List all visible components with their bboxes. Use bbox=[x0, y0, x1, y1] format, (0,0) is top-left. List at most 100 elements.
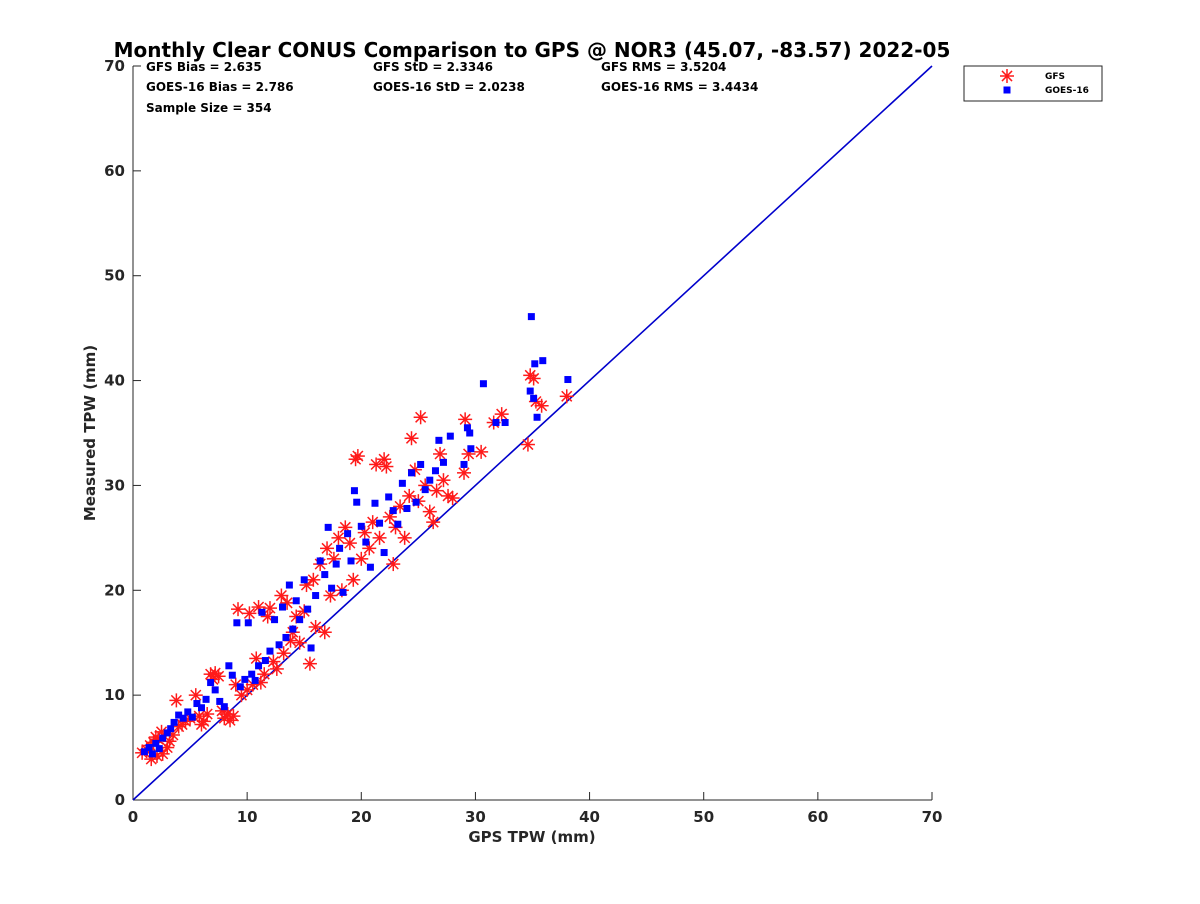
goes16-point-57 bbox=[366, 563, 374, 571]
x-tick-label-5: 50 bbox=[693, 808, 714, 826]
goes16-point-13 bbox=[193, 700, 201, 708]
goes16-point-71 bbox=[431, 467, 439, 475]
goes16-point-53 bbox=[350, 487, 358, 495]
goes16-point-46 bbox=[324, 523, 332, 531]
goes16-point-54 bbox=[353, 498, 361, 506]
goes16-point-82 bbox=[526, 387, 534, 395]
gfs-point-70 bbox=[354, 551, 369, 566]
goes16-point-38 bbox=[292, 597, 300, 605]
gfs-point-92 bbox=[433, 446, 448, 461]
goes16-point-36 bbox=[285, 581, 293, 589]
gfs-point-31 bbox=[226, 709, 241, 724]
goes16-point-74 bbox=[446, 432, 454, 440]
goes16-point-72 bbox=[435, 436, 443, 444]
goes16-point-43 bbox=[312, 592, 320, 600]
x-tick-label-1: 10 bbox=[237, 808, 258, 826]
goes16-point-34 bbox=[279, 603, 287, 611]
goes16-point-31 bbox=[266, 647, 274, 655]
goes16-point-35 bbox=[282, 633, 290, 641]
goes16-point-4 bbox=[155, 745, 163, 753]
series-goes16 bbox=[140, 313, 572, 758]
goes16-point-32 bbox=[271, 616, 279, 624]
goes16-point-7 bbox=[167, 725, 175, 733]
legend-goes16-marker bbox=[1003, 86, 1011, 94]
stat-gfs-bias: GFS Bias = 2.635 bbox=[146, 60, 262, 74]
goes16-point-88 bbox=[564, 376, 572, 384]
goes16-point-5 bbox=[159, 734, 167, 742]
goes16-point-6 bbox=[163, 729, 171, 737]
goes16-point-1 bbox=[145, 744, 153, 752]
y-tick-label-3: 30 bbox=[104, 476, 125, 494]
y-tick-label-0: 0 bbox=[115, 791, 125, 809]
gfs-point-79 bbox=[386, 557, 401, 572]
gfs-point-55 bbox=[302, 656, 317, 671]
goes16-point-56 bbox=[362, 538, 370, 546]
gfs-point-63 bbox=[331, 530, 346, 545]
goes16-point-48 bbox=[332, 560, 340, 568]
goes16-point-24 bbox=[241, 675, 249, 683]
gfs-point-59 bbox=[317, 625, 332, 640]
stat-sample-size: Sample Size = 354 bbox=[146, 101, 272, 115]
gfs-point-56 bbox=[306, 572, 321, 587]
gfs-point-33 bbox=[231, 602, 246, 617]
goes16-point-62 bbox=[389, 507, 397, 515]
goes16-point-44 bbox=[316, 557, 324, 565]
stat-goes-rms: GOES-16 RMS = 3.4434 bbox=[601, 80, 758, 94]
gfs-point-91 bbox=[429, 483, 444, 498]
goes16-point-58 bbox=[371, 499, 379, 507]
legend-gfs-label: GFS bbox=[1045, 72, 1065, 82]
y-tick-label-6: 60 bbox=[104, 162, 125, 180]
goes16-point-80 bbox=[492, 419, 500, 427]
goes16-point-39 bbox=[296, 616, 304, 624]
goes16-point-12 bbox=[188, 713, 196, 721]
goes16-point-29 bbox=[258, 608, 266, 616]
gfs-point-84 bbox=[404, 431, 419, 446]
goes16-point-52 bbox=[347, 557, 355, 565]
data-points bbox=[135, 313, 574, 767]
goes16-point-65 bbox=[403, 504, 411, 512]
goes16-point-17 bbox=[211, 686, 219, 694]
gfs-point-101 bbox=[494, 407, 509, 422]
statistics-annotations: GFS Bias = 2.635 GFS StD = 2.3346 GFS RM… bbox=[146, 60, 758, 115]
legend-gfs-marker bbox=[1000, 69, 1014, 83]
goes16-point-21 bbox=[228, 671, 236, 679]
goes16-point-50 bbox=[339, 588, 347, 596]
legend: GFS GOES-16 bbox=[963, 65, 1103, 102]
gfs-point-60 bbox=[320, 541, 335, 556]
goes16-point-18 bbox=[216, 697, 224, 705]
gfs-point-26 bbox=[211, 669, 226, 684]
gfs-point-102 bbox=[520, 437, 535, 452]
goes16-point-45 bbox=[321, 571, 329, 579]
goes16-point-63 bbox=[394, 520, 402, 528]
gfs-point-66 bbox=[342, 536, 357, 551]
goes16-point-76 bbox=[463, 424, 471, 432]
goes16-point-75 bbox=[460, 460, 468, 468]
legend-goes16-square bbox=[1003, 86, 1011, 94]
goes16-point-67 bbox=[412, 498, 420, 506]
reference-line-layer bbox=[132, 65, 933, 801]
gfs-point-45 bbox=[269, 661, 284, 676]
goes16-point-26 bbox=[248, 670, 256, 678]
gfs-point-75 bbox=[372, 530, 387, 545]
goes16-point-66 bbox=[408, 469, 416, 477]
goes16-point-37 bbox=[289, 625, 297, 633]
gfs-point-90 bbox=[426, 515, 441, 530]
goes16-point-79 bbox=[479, 380, 487, 388]
stat-goes-bias: GOES-16 Bias = 2.786 bbox=[146, 80, 294, 94]
y-tick-label-7: 70 bbox=[104, 57, 125, 75]
goes16-point-60 bbox=[380, 549, 388, 557]
goes16-point-14 bbox=[197, 704, 205, 712]
goes16-point-16 bbox=[207, 679, 215, 687]
goes16-point-73 bbox=[439, 458, 447, 466]
goes16-point-84 bbox=[530, 394, 538, 402]
goes16-point-47 bbox=[328, 584, 336, 592]
gfs-point-41 bbox=[257, 667, 272, 682]
goes16-point-51 bbox=[344, 530, 352, 538]
legend-goes16-label: GOES-16 bbox=[1045, 86, 1089, 96]
goes16-point-70 bbox=[426, 476, 434, 484]
gfs-point-57 bbox=[308, 619, 323, 634]
gfs-point-43 bbox=[262, 601, 277, 616]
gfs-point-93 bbox=[436, 473, 451, 488]
stat-gfs-std: GFS StD = 2.3346 bbox=[373, 60, 493, 74]
goes16-point-68 bbox=[417, 460, 425, 468]
